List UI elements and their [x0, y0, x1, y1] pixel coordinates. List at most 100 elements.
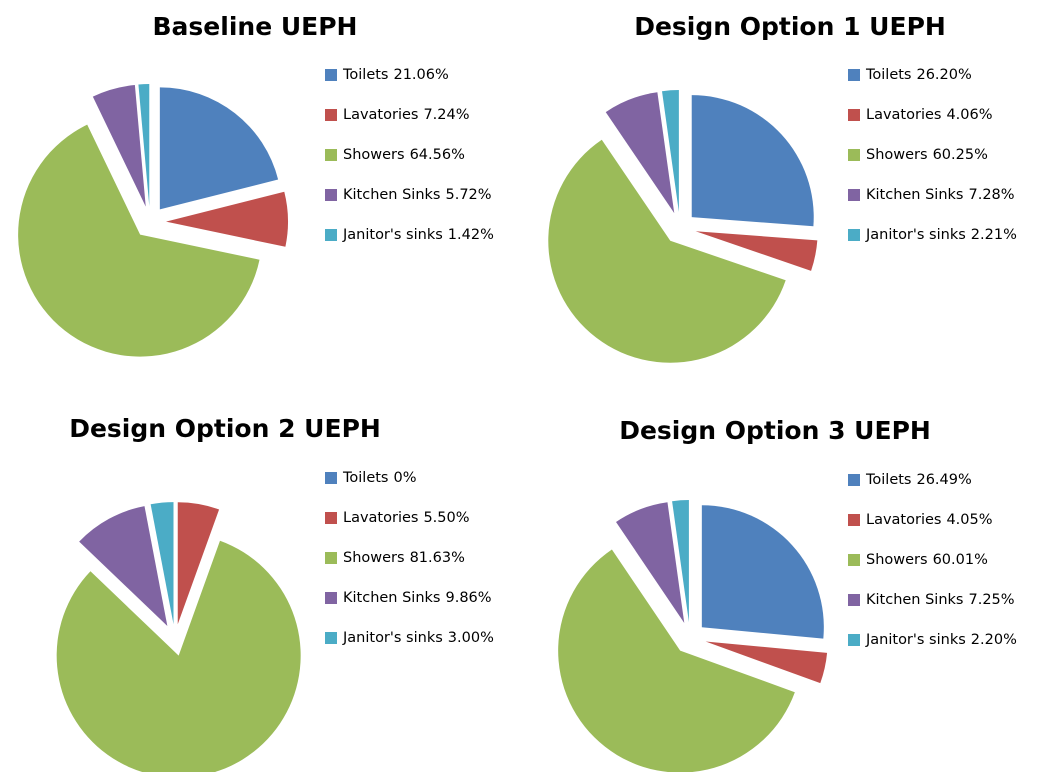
legend-value: 2.20%: [971, 632, 1017, 648]
legend-value: 4.05%: [946, 512, 992, 528]
legend-value: 3.00%: [448, 630, 494, 646]
pie-slice: [79, 506, 168, 626]
legend-value: 1.42%: [448, 227, 494, 243]
legend-name: Toilets: [865, 67, 911, 83]
legend-swatch: [325, 229, 337, 241]
legend-swatch: [848, 634, 860, 646]
legend-label: Janitor's sinks 2.21%: [865, 227, 1017, 243]
pie-slice: [605, 92, 675, 214]
legend-name: Showers: [866, 147, 928, 163]
legend-label: Toilets 26.49%: [865, 472, 972, 488]
legend-value: 5.72%: [445, 187, 491, 203]
pie-slice: [159, 87, 279, 210]
legend-value: 7.25%: [968, 592, 1014, 608]
chart-title: Design Option 2 UEPH: [69, 414, 381, 443]
legend-value: 26.20%: [916, 67, 971, 83]
legend-swatch: [848, 69, 860, 81]
legend-name: Kitchen Sinks: [343, 187, 440, 203]
pie-slice: [165, 191, 288, 247]
legend-label: Showers 64.56%: [343, 147, 465, 163]
legend-swatch: [848, 594, 860, 606]
legend-swatch: [848, 109, 860, 121]
legend-value: 0%: [393, 470, 416, 486]
legend-name: Lavatories: [866, 107, 941, 123]
legend-name: Toilets: [865, 472, 911, 488]
legend-value: 64.56%: [410, 147, 465, 163]
legend-swatch: [325, 149, 337, 161]
legend-label: Toilets 26.20%: [865, 67, 972, 83]
legend-value: 60.01%: [933, 552, 988, 568]
legend-label: Lavatories 4.06%: [866, 107, 993, 123]
legend-label: Showers 60.25%: [866, 147, 988, 163]
legend-swatch: [848, 149, 860, 161]
legend-value: 7.28%: [968, 187, 1014, 203]
chart-title: Baseline UEPH: [153, 12, 358, 41]
pie-slice: [695, 231, 818, 271]
legend-swatch: [325, 632, 337, 644]
legend-value: 7.24%: [423, 107, 469, 123]
legend-value: 21.06%: [393, 67, 448, 83]
pie-slice: [18, 124, 260, 357]
legend-label: Showers 60.01%: [866, 552, 988, 568]
pie-slice: [672, 500, 689, 623]
pie-slice: [662, 90, 679, 213]
legend-name: Janitor's sinks: [865, 227, 966, 243]
legend-name: Showers: [343, 550, 405, 566]
legend-label: Toilets 0%: [342, 470, 417, 486]
legend-label: Kitchen Sinks 7.25%: [866, 592, 1015, 608]
legend-label: Lavatories 5.50%: [343, 510, 470, 526]
legend-swatch: [325, 512, 337, 524]
legend-swatch: [848, 474, 860, 486]
legend-label: Toilets 21.06%: [342, 67, 449, 83]
legend-value: 4.06%: [946, 107, 992, 123]
legend-swatch: [325, 189, 337, 201]
pie-slice: [705, 641, 828, 684]
legend-name: Showers: [343, 147, 405, 163]
legend-name: Kitchen Sinks: [866, 187, 963, 203]
pie-panel: Design Option 3 UEPH Toilets 26.49% Lavator…: [558, 416, 1017, 772]
chart-title: Design Option 1 UEPH: [634, 12, 946, 41]
pie-slice: [150, 502, 174, 625]
pie-panel: Baseline UEPH Toilets 21.06% Lavatories 7.24…: [18, 12, 494, 357]
legend-name: Janitor's sinks: [865, 632, 966, 648]
pie-panel: Design Option 2 UEPH Toilets 0% Lavatories 5…: [56, 414, 494, 772]
legend-name: Toilets: [342, 470, 388, 486]
legend-swatch: [325, 69, 337, 81]
legend-swatch: [848, 229, 860, 241]
legend-label: Lavatories 4.05%: [866, 512, 993, 528]
pie-slice: [92, 85, 146, 207]
legend-label: Janitor's sinks 2.20%: [865, 632, 1017, 648]
pie-slice: [701, 505, 824, 639]
legend-label: Kitchen Sinks 9.86%: [343, 590, 492, 606]
pie-slice: [138, 84, 150, 207]
legend-name: Toilets: [342, 67, 388, 83]
legend-value: 60.25%: [933, 147, 988, 163]
legend-name: Kitchen Sinks: [343, 590, 440, 606]
legend-value: 26.49%: [916, 472, 971, 488]
chart-title: Design Option 3 UEPH: [619, 416, 931, 445]
pie-slice: [177, 502, 220, 625]
legend-label: Showers 81.63%: [343, 550, 465, 566]
legend-swatch: [848, 189, 860, 201]
legend-value: 2.21%: [971, 227, 1017, 243]
legend-name: Showers: [866, 552, 928, 568]
legend-label: Janitor's sinks 1.42%: [342, 227, 494, 243]
legend-label: Janitor's sinks 3.00%: [342, 630, 494, 646]
legend-value: 9.86%: [445, 590, 491, 606]
legend-value: 5.50%: [423, 510, 469, 526]
pie-slice: [558, 549, 795, 772]
pie-slice: [616, 502, 685, 624]
legend-label: Kitchen Sinks 7.28%: [866, 187, 1015, 203]
pie-slice: [548, 139, 786, 363]
pie-slice: [691, 95, 814, 227]
legend-swatch: [325, 552, 337, 564]
legend-swatch: [848, 514, 860, 526]
legend-name: Kitchen Sinks: [866, 592, 963, 608]
legend-name: Lavatories: [866, 512, 941, 528]
pie-panel: Design Option 1 UEPH Toilets 26.20% Lavator…: [548, 12, 1017, 363]
legend-name: Janitor's sinks: [342, 227, 443, 243]
legend-swatch: [325, 109, 337, 121]
legend-label: Lavatories 7.24%: [343, 107, 470, 123]
legend-name: Lavatories: [343, 510, 418, 526]
